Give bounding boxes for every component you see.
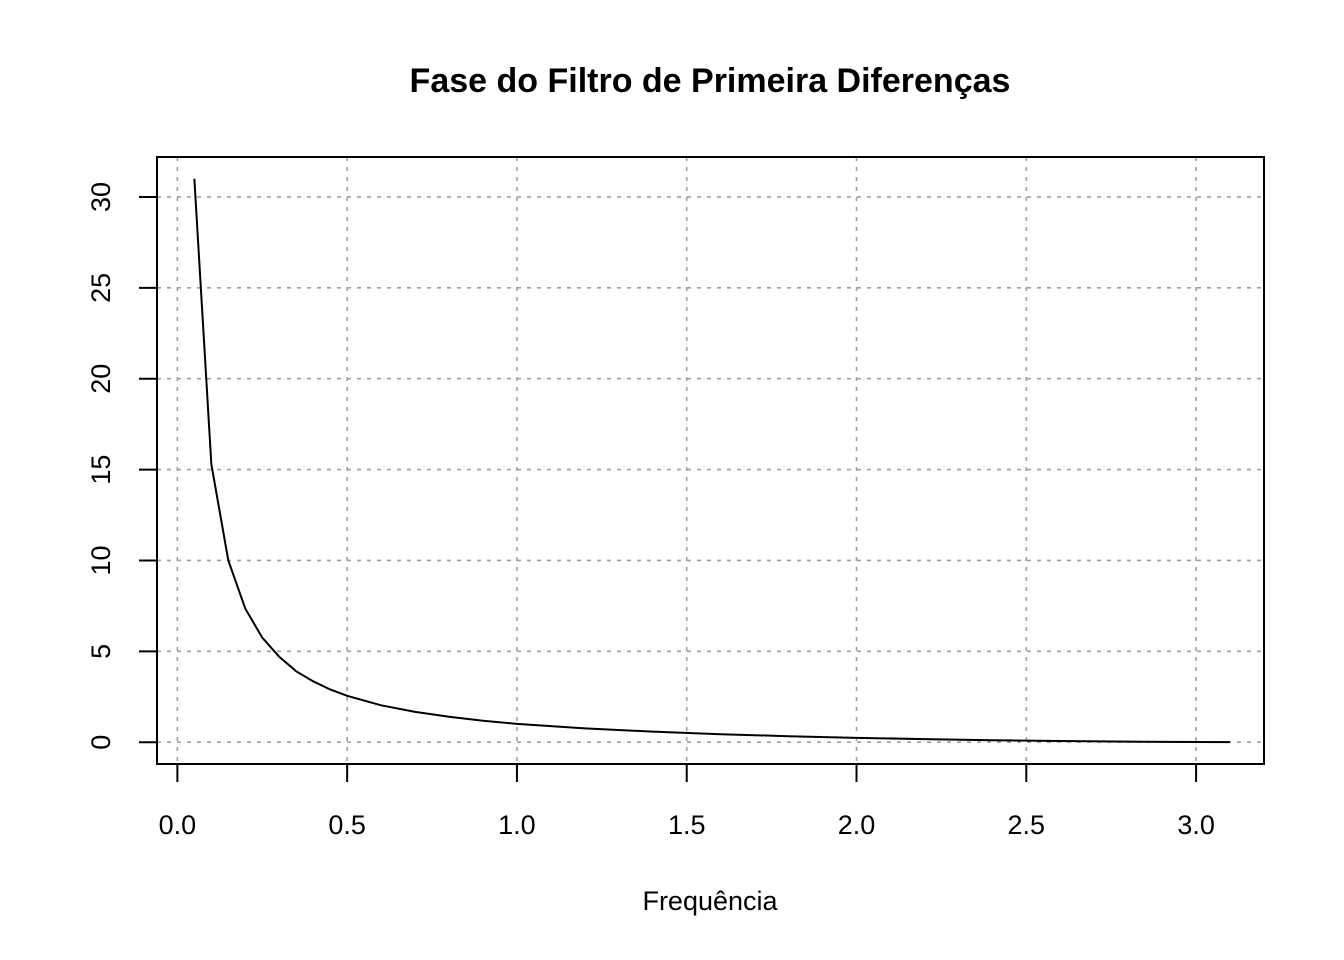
y-tick-label: 20 [86,364,116,394]
grid-layer [157,157,1264,764]
x-tick-label: 2.5 [1008,810,1046,840]
y-tick-label: 15 [86,455,116,485]
x-tick-label: 1.0 [498,810,536,840]
y-tick-label: 10 [86,545,116,575]
series-line [193,178,1231,744]
x-tick-label: 0.5 [328,810,366,840]
x-axis: 0.0 0.5 1.0 1.5 2.0 2.5 3.0 [159,763,1215,840]
y-tick-label: 0 [86,735,116,750]
chart-title: Fase do Filtro de Primeira Diferenças [410,62,1011,100]
y-axis: 0 5 10 15 20 25 30 [86,182,158,750]
x-tick-label: 1.5 [668,810,706,840]
x-tick-label: 2.0 [838,810,876,840]
x-axis-label: Frequência [642,886,778,916]
y-tick-label: 25 [86,273,116,303]
y-tick-label: 5 [86,644,116,659]
y-tick-label: 30 [86,182,116,212]
x-tick-label: 3.0 [1177,810,1215,840]
plot-frame [156,156,1265,765]
x-tick-label: 0.0 [159,810,197,840]
